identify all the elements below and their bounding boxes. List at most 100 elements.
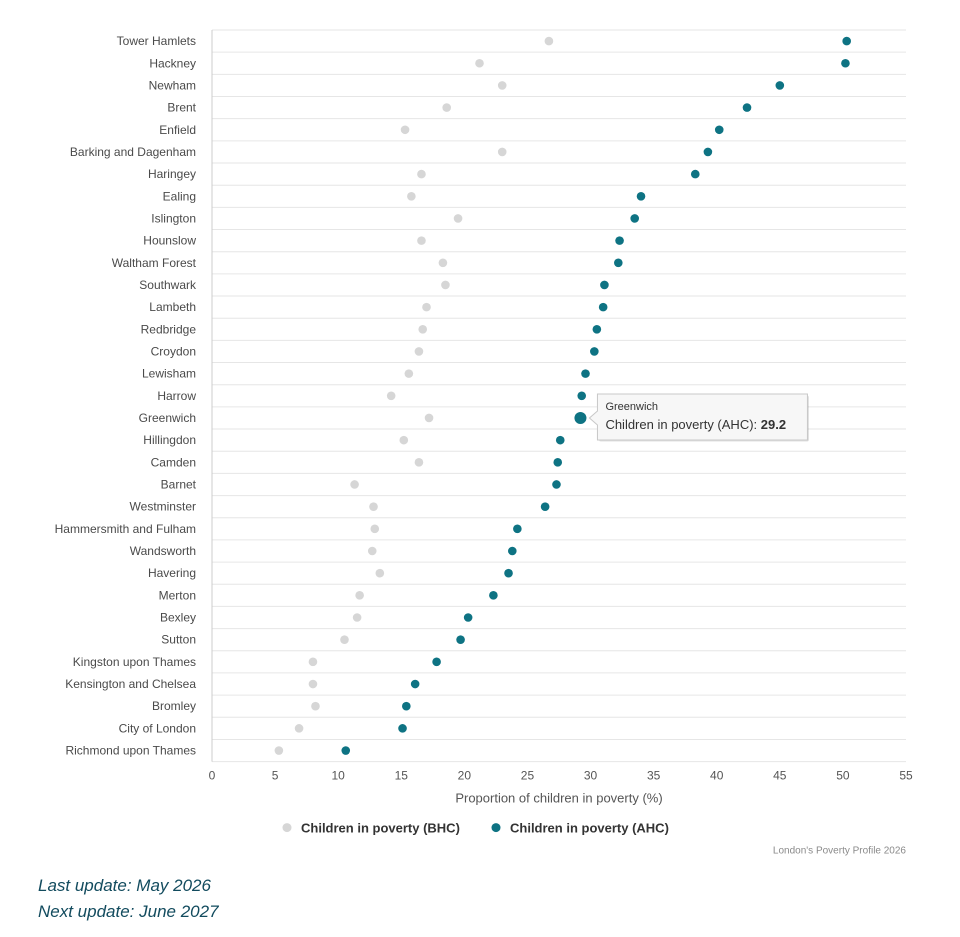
bhc-point[interactable]: [453, 214, 463, 223]
ahc-point[interactable]: [598, 302, 608, 312]
ahc-point[interactable]: [690, 169, 700, 179]
category-label: Hillingdon: [143, 433, 196, 447]
category-label: Sutton: [161, 633, 196, 647]
bhc-point[interactable]: [274, 746, 284, 755]
ahc-point[interactable]: [581, 369, 590, 378]
category-label: Barnet: [161, 477, 197, 491]
bhc-point[interactable]: [400, 125, 410, 135]
bhc-point[interactable]: [386, 391, 396, 401]
ahc-point[interactable]: [513, 524, 522, 534]
bhc-point[interactable]: [352, 613, 362, 622]
bhc-point[interactable]: [414, 347, 424, 356]
bhc-point[interactable]: [404, 369, 414, 378]
x-tick-label: 0: [209, 769, 216, 783]
bhc-point[interactable]: [399, 435, 409, 445]
ahc-point[interactable]: [489, 591, 498, 600]
ahc-point[interactable]: [714, 125, 724, 135]
bhc-point[interactable]: [407, 191, 416, 201]
category-label: Waltham Forest: [112, 256, 197, 270]
category-label: Hounslow: [143, 234, 196, 248]
ahc-point[interactable]: [553, 458, 563, 467]
last-update-text: Last update: May 2026: [38, 876, 211, 895]
category-label: Merton: [159, 588, 196, 602]
category-label: Wandsworth: [130, 544, 196, 558]
bhc-point[interactable]: [308, 679, 318, 689]
ahc-point[interactable]: [615, 236, 624, 245]
bhc-point[interactable]: [442, 103, 451, 112]
bhc-point[interactable]: [340, 635, 349, 644]
category-label: Lewisham: [142, 367, 196, 381]
ahc-point[interactable]: [555, 435, 565, 445]
ahc-point[interactable]: [456, 635, 465, 644]
ahc-point[interactable]: [590, 347, 599, 356]
category-label: Greenwich: [139, 411, 196, 425]
bhc-point[interactable]: [438, 258, 448, 268]
category-label: Newham: [149, 78, 196, 92]
bhc-point[interactable]: [350, 480, 359, 489]
x-tick-label: 20: [458, 769, 472, 783]
ahc-point[interactable]: [577, 391, 587, 401]
category-label: City of London: [119, 721, 196, 735]
ahc-point[interactable]: [636, 191, 646, 201]
ahc-point[interactable]: [402, 701, 411, 711]
bhc-point[interactable]: [417, 236, 426, 245]
bhc-point[interactable]: [355, 591, 364, 600]
bhc-point[interactable]: [441, 280, 450, 290]
x-tick-label: 10: [332, 769, 346, 783]
category-label: Kingston upon Thames: [73, 655, 196, 669]
legend-label[interactable]: Children in poverty (AHC): [510, 821, 669, 836]
x-tick-label: 5: [272, 769, 279, 783]
tooltip-title: Greenwich: [605, 401, 658, 413]
x-tick-label: 15: [395, 769, 409, 783]
bhc-point[interactable]: [294, 724, 304, 733]
bhc-point[interactable]: [308, 657, 318, 667]
ahc-point[interactable]: [341, 746, 351, 755]
ahc-point[interactable]: [540, 502, 550, 511]
ahc-point[interactable]: [432, 657, 441, 667]
bhc-point[interactable]: [417, 169, 426, 179]
tooltip-series-label: Children in poverty (AHC):: [605, 417, 760, 432]
bhc-point[interactable]: [475, 58, 484, 68]
ahc-point[interactable]: [630, 214, 640, 223]
legend-marker[interactable]: [282, 823, 292, 833]
ahc-point[interactable]: [841, 58, 850, 68]
category-label: Bexley: [160, 611, 196, 625]
ahc-point[interactable]: [504, 568, 513, 578]
category-label: Bromley: [152, 699, 196, 713]
bhc-point[interactable]: [418, 324, 428, 334]
category-label: Brent: [167, 101, 196, 115]
bhc-point[interactable]: [414, 458, 424, 467]
ahc-point[interactable]: [600, 280, 609, 290]
bhc-point[interactable]: [311, 701, 320, 711]
ahc-point[interactable]: [463, 613, 473, 622]
bhc-point[interactable]: [369, 502, 378, 511]
bhc-point[interactable]: [544, 36, 554, 46]
ahc-point[interactable]: [742, 103, 752, 112]
ahc-point[interactable]: [574, 411, 587, 424]
ahc-point[interactable]: [398, 724, 407, 733]
legend-label[interactable]: Children in poverty (BHC): [301, 821, 460, 836]
tooltip-box: [588, 393, 808, 441]
bhc-point[interactable]: [370, 524, 380, 534]
ahc-point[interactable]: [703, 147, 713, 157]
bhc-point[interactable]: [375, 568, 385, 578]
ahc-point[interactable]: [842, 36, 851, 46]
bhc-point[interactable]: [497, 147, 507, 157]
x-tick-label: 40: [710, 769, 724, 783]
bhc-point[interactable]: [497, 81, 507, 90]
ahc-point[interactable]: [508, 546, 517, 556]
legend-marker[interactable]: [491, 823, 501, 833]
category-label: Lambeth: [149, 300, 196, 314]
bhc-point[interactable]: [367, 546, 377, 556]
ahc-point[interactable]: [775, 81, 785, 90]
chart-credit: London's Poverty Profile 2026: [773, 846, 907, 857]
category-label: Camden: [151, 455, 196, 469]
ahc-point[interactable]: [592, 324, 602, 334]
x-tick-label: 35: [647, 769, 661, 783]
bhc-point[interactable]: [422, 302, 431, 312]
bhc-point[interactable]: [424, 413, 434, 423]
ahc-point[interactable]: [614, 258, 623, 268]
ahc-point[interactable]: [410, 679, 420, 689]
x-tick-label: 30: [584, 769, 598, 783]
ahc-point[interactable]: [552, 480, 561, 489]
